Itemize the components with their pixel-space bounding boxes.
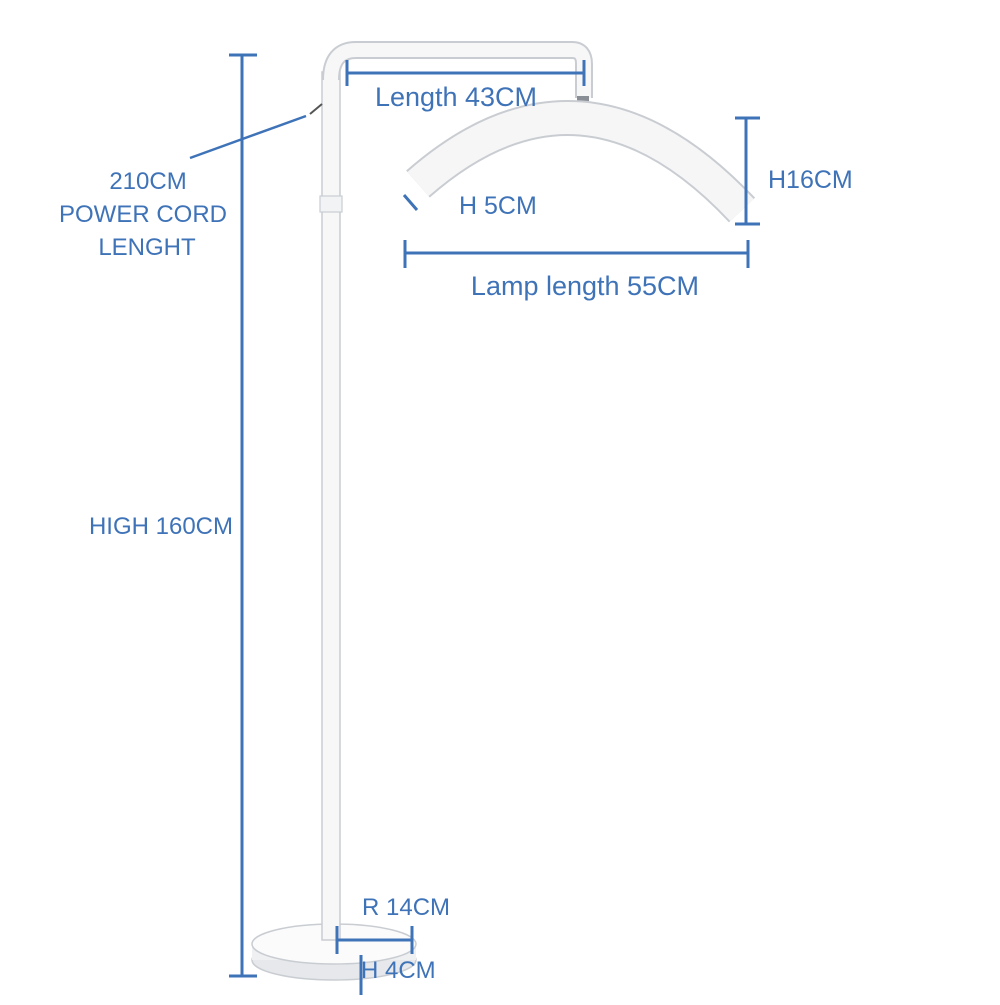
pole-joint <box>319 195 343 213</box>
cord-length-label-line3: LENGHT <box>98 234 196 261</box>
cord-length-label-line1: 210CM <box>109 168 186 195</box>
cord-leader-line <box>189 114 307 160</box>
dimension-labels: Length 43CM 210CM POWER CORD LENGHT H16C… <box>59 82 853 984</box>
floor-lamp-illustration <box>251 41 756 981</box>
arm-length-label: Length 43CM <box>375 82 537 112</box>
total-height-label: HIGH 160CM <box>89 513 233 540</box>
base-height-label: H 4CM <box>361 957 436 984</box>
base-radius-label: R 14CM <box>362 894 450 921</box>
lamp-thickness-label: H 5CM <box>459 192 537 220</box>
lamp-height-label: H16CM <box>768 166 853 194</box>
lamp-top-arm-fill <box>324 43 591 98</box>
power-cord <box>309 103 323 115</box>
lamp-head-arc-fill <box>407 102 754 221</box>
lamp-length-label: Lamp length 55CM <box>471 271 699 301</box>
dimension-lines <box>189 53 760 995</box>
cord-length-label-line2: POWER CORD <box>59 201 227 228</box>
lamp-thickness-tick <box>402 194 419 211</box>
